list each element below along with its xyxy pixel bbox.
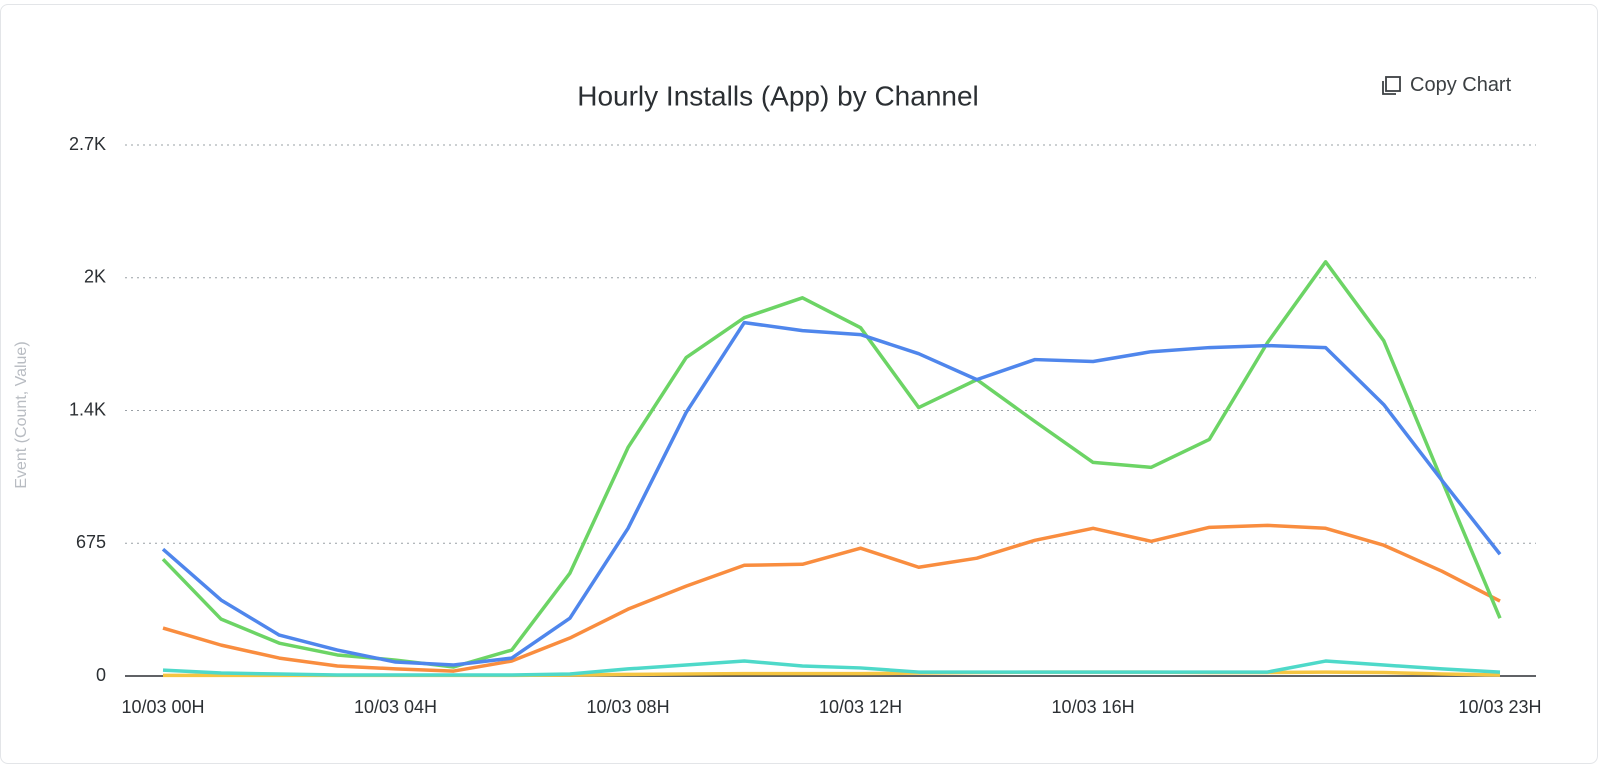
copy-chart-button[interactable]: Copy Chart <box>1380 74 1511 97</box>
copy-icon <box>1382 75 1401 95</box>
chart-card <box>0 4 1598 764</box>
copy-chart-label: Copy Chart <box>1410 74 1512 96</box>
